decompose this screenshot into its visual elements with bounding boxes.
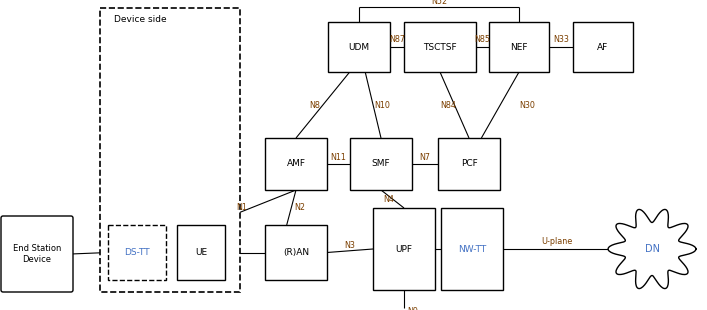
Polygon shape: [608, 210, 696, 289]
Bar: [328, 22, 390, 72]
Text: TSCTSF: TSCTSF: [423, 42, 457, 51]
Text: AF: AF: [597, 42, 609, 51]
Text: N2: N2: [294, 203, 305, 212]
Text: Device side: Device side: [114, 15, 166, 24]
Bar: [438, 138, 500, 190]
Text: DN: DN: [645, 244, 660, 254]
Bar: [177, 225, 225, 280]
Text: N87: N87: [389, 36, 405, 45]
Bar: [404, 22, 476, 72]
Text: N3: N3: [344, 241, 356, 250]
Bar: [350, 138, 412, 190]
Text: N9: N9: [407, 308, 419, 310]
Text: N4: N4: [384, 194, 395, 203]
Text: N33: N33: [553, 36, 569, 45]
Text: UPF: UPF: [395, 245, 412, 254]
Text: (R)AN: (R)AN: [283, 248, 309, 257]
Bar: [573, 22, 633, 72]
Bar: [265, 225, 327, 280]
Text: UDM: UDM: [349, 42, 370, 51]
Text: U-plane: U-plane: [541, 237, 573, 246]
Text: N11: N11: [331, 153, 346, 162]
Text: PCF: PCF: [461, 160, 477, 169]
Bar: [373, 208, 435, 290]
Bar: [441, 208, 503, 290]
Text: N84: N84: [440, 100, 456, 109]
Bar: [265, 138, 327, 190]
Bar: [100, 8, 240, 292]
Text: N1: N1: [237, 203, 247, 212]
FancyBboxPatch shape: [1, 216, 73, 292]
Text: End Station
Device: End Station Device: [13, 244, 62, 264]
Bar: [108, 225, 166, 280]
Text: N7: N7: [419, 153, 431, 162]
Text: N8: N8: [310, 100, 320, 109]
Text: AMF: AMF: [286, 160, 305, 169]
Text: SMF: SMF: [372, 160, 390, 169]
Text: NEF: NEF: [510, 42, 527, 51]
Text: N52: N52: [431, 0, 447, 6]
Text: N10: N10: [374, 100, 390, 109]
Text: NW-TT: NW-TT: [458, 245, 486, 254]
Text: N30: N30: [519, 100, 535, 109]
Text: DS-TT: DS-TT: [124, 248, 150, 257]
Text: N85: N85: [474, 36, 491, 45]
Bar: [489, 22, 549, 72]
Text: UE: UE: [195, 248, 207, 257]
